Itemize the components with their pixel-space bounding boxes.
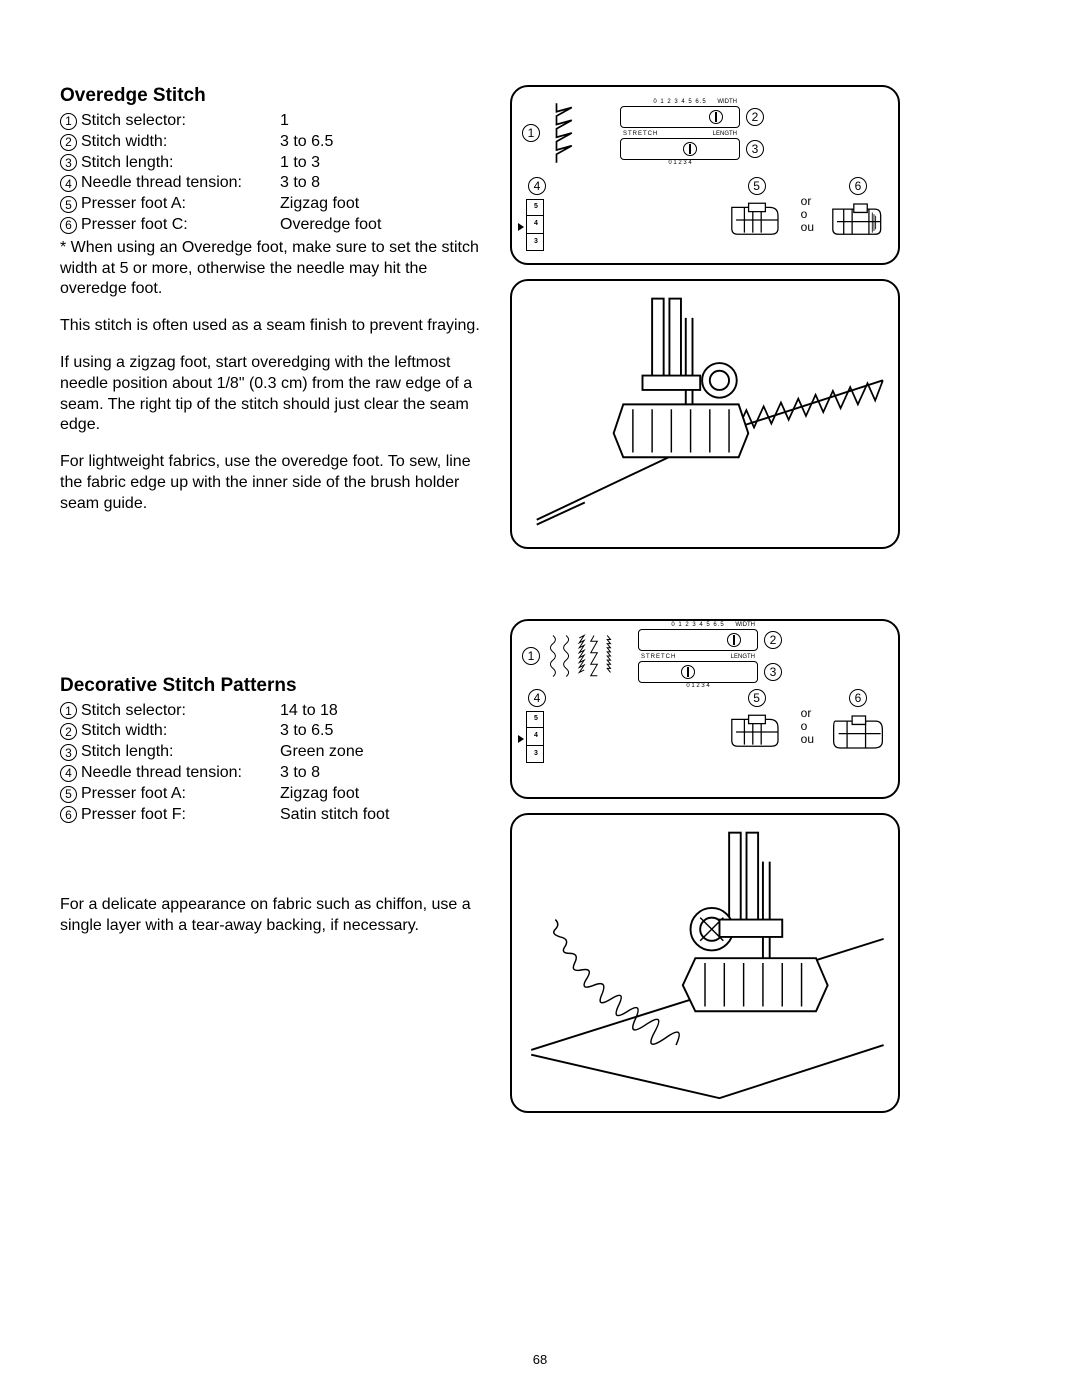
setting-row: 4Needle thread tension: 3 to 8 — [60, 173, 490, 194]
circled-num: 2 — [60, 723, 77, 740]
setting-label: Stitch length: — [81, 742, 174, 763]
callout-4: 4 — [528, 177, 546, 195]
setting-value: 1 — [280, 111, 490, 132]
section1-title: Overedge Stitch — [60, 85, 490, 107]
circled-num: 4 — [60, 175, 77, 192]
length-dial: STRETCH LENGTH 0 1 2 3 4 — [638, 661, 758, 683]
section1-para1: This stitch is often used as a seam fini… — [60, 316, 490, 337]
circled-num: 2 — [60, 134, 77, 151]
setting-label: Stitch selector: — [81, 111, 186, 132]
section1-note: * When using an Overedge foot, make sure… — [60, 238, 490, 300]
setting-row: 3Stitch length: Green zone — [60, 742, 490, 763]
section2-diagrams: 1 0 1 2 3 4 5 6.5 — [510, 619, 900, 1113]
callout-6: 6 — [849, 177, 867, 195]
section1-para3: For lightweight fabrics, use the overedg… — [60, 452, 490, 514]
setting-value: 1 to 3 — [280, 153, 490, 174]
setting-value: 3 to 8 — [280, 763, 490, 784]
setting-label: Stitch width: — [81, 721, 167, 742]
left-column: Overedge Stitch 1Stitch selector: 1 2Sti… — [60, 85, 490, 1127]
setting-value: Zigzag foot — [280, 784, 490, 805]
overedge-illustration — [510, 279, 900, 549]
tension-scale-icon: 5 4 3 — [522, 711, 552, 763]
setting-label: Presser foot A: — [81, 194, 186, 215]
circled-num: 5 — [60, 786, 77, 803]
setting-row: 6Presser foot F: Satin stitch foot — [60, 805, 490, 826]
callout-1: 1 — [522, 647, 540, 665]
setting-label: Presser foot C: — [81, 215, 188, 236]
setting-row: 5Presser foot A: Zigzag foot — [60, 784, 490, 805]
circled-num: 1 — [60, 702, 77, 719]
callout-2: 2 — [746, 108, 764, 126]
setting-row: 2Stitch width: 3 to 6.5 — [60, 721, 490, 742]
circled-num: 4 — [60, 765, 77, 782]
circled-num: 5 — [60, 196, 77, 213]
callout-3: 3 — [764, 663, 782, 681]
callout-6: 6 — [849, 689, 867, 707]
width-knob-icon — [727, 633, 741, 647]
section1-para2: If using a zigzag foot, start overedging… — [60, 353, 490, 436]
setting-value: 3 to 8 — [280, 173, 490, 194]
setting-value: 3 to 6.5 — [280, 721, 490, 742]
circled-num: 3 — [60, 154, 77, 171]
callout-2: 2 — [764, 631, 782, 649]
section-overedge: Overedge Stitch 1Stitch selector: 1 2Sti… — [60, 85, 490, 515]
callout-5: 5 — [748, 177, 766, 195]
circled-num: 6 — [60, 806, 77, 823]
setting-row: 3Stitch length: 1 to 3 — [60, 153, 490, 174]
overedge-stitch-icon — [548, 95, 582, 171]
setting-value: Satin stitch foot — [280, 805, 490, 826]
section-decorative: Decorative Stitch Patterns 1Stitch selec… — [60, 675, 490, 937]
decorative-illustration — [510, 813, 900, 1113]
zigzag-foot-icon — [727, 711, 787, 753]
right-column: 1 0 1 2 3 4 5 6.5 WIDTH 2 — [510, 85, 900, 1127]
zigzag-foot-icon — [727, 199, 787, 241]
overedge-foot-icon — [828, 199, 888, 241]
setting-value: Overedge foot — [280, 215, 490, 236]
callout-1: 1 — [522, 124, 540, 142]
sewing-machine-foot-icon — [522, 289, 888, 539]
setting-row: 1Stitch selector: 1 — [60, 111, 490, 132]
setting-row: 1Stitch selector: 14 to 18 — [60, 701, 490, 722]
setting-label: Needle thread tension: — [81, 763, 242, 784]
page-content: Overedge Stitch 1Stitch selector: 1 2Sti… — [60, 85, 1020, 1127]
setting-value: 3 to 6.5 — [280, 132, 490, 153]
length-dial: STRETCH LENGTH 0 1 2 3 4 — [620, 138, 740, 160]
decorative-stitch-icon — [548, 630, 622, 682]
decorative-sewing-icon — [522, 823, 888, 1103]
width-dial: 0 1 2 3 4 5 6.5 WIDTH — [620, 106, 740, 128]
setting-row: 4Needle thread tension: 3 to 8 — [60, 763, 490, 784]
setting-label: Stitch length: — [81, 153, 174, 174]
setting-label: Presser foot A: — [81, 784, 186, 805]
circled-num: 3 — [60, 744, 77, 761]
satin-foot-icon — [828, 711, 888, 753]
width-knob-icon — [709, 110, 723, 124]
or-separator: or o ou — [801, 707, 814, 747]
setting-row: 5Presser foot A: Zigzag foot — [60, 194, 490, 215]
note-text: * When using an Overedge foot, make sure… — [60, 239, 479, 298]
settings-diagram-1: 1 0 1 2 3 4 5 6.5 WIDTH 2 — [510, 85, 900, 265]
setting-value: Zigzag foot — [280, 194, 490, 215]
width-dial: 0 1 2 3 4 5 6.5 WIDTH — [638, 629, 758, 651]
setting-label: Needle thread tension: — [81, 173, 242, 194]
setting-label: Stitch selector: — [81, 701, 186, 722]
setting-row: 2Stitch width: 3 to 6.5 — [60, 132, 490, 153]
circled-num: 1 — [60, 113, 77, 130]
circled-num: 6 — [60, 217, 77, 234]
callout-3: 3 — [746, 140, 764, 158]
settings-diagram-2: 1 0 1 2 3 4 5 6.5 — [510, 619, 900, 799]
section2-title: Decorative Stitch Patterns — [60, 675, 490, 697]
setting-label: Presser foot F: — [81, 805, 186, 826]
or-separator: or o ou — [801, 195, 814, 235]
callout-5: 5 — [748, 689, 766, 707]
tension-scale-icon: 5 4 3 — [522, 199, 552, 251]
section2-para1: For a delicate appearance on fabric such… — [60, 895, 490, 937]
setting-row: 6Presser foot C: Overedge foot — [60, 215, 490, 236]
setting-value: Green zone — [280, 742, 490, 763]
setting-value: 14 to 18 — [280, 701, 490, 722]
callout-4: 4 — [528, 689, 546, 707]
setting-label: Stitch width: — [81, 132, 167, 153]
length-knob-icon — [683, 142, 697, 156]
length-knob-icon — [681, 665, 695, 679]
page-number: 68 — [533, 1352, 547, 1367]
